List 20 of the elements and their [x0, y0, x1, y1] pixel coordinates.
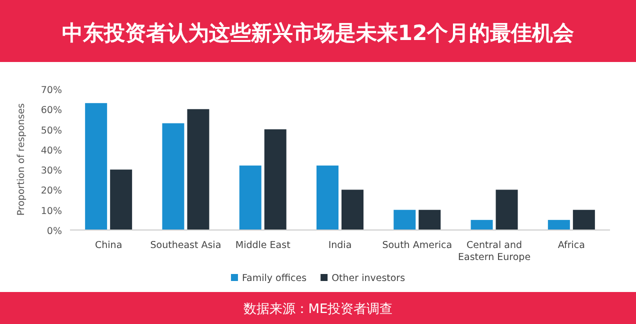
y-tick-label: 0%	[46, 226, 62, 237]
x-tick-label: Middle East	[235, 240, 291, 251]
legend-label: Family offices	[242, 273, 307, 284]
x-tick-label: South America	[382, 240, 452, 251]
chart-title: 中东投资者认为这些新兴市场是未来12个月的最佳机会	[62, 21, 576, 45]
x-tick-label: China	[95, 240, 122, 251]
x-tick-label: Africa	[558, 240, 585, 251]
y-tick-label: 20%	[40, 186, 62, 197]
y-tick-label: 40%	[40, 145, 62, 156]
source-note: 数据来源：ME投资者调查	[243, 302, 393, 317]
x-tick-label: India	[328, 240, 352, 251]
y-tick-label: 50%	[40, 125, 62, 136]
x-tick-label: Central and Eastern Europe	[458, 240, 531, 263]
x-tick-label: Southeast Asia	[150, 240, 222, 251]
legend-label: Other investors	[332, 273, 406, 284]
y-axis-title: Proportion of responses	[16, 103, 27, 216]
y-tick-label: 70%	[40, 85, 62, 96]
y-tick-label: 60%	[40, 105, 62, 116]
y-tick-label: 10%	[40, 206, 62, 217]
y-tick-label: 30%	[40, 166, 62, 177]
